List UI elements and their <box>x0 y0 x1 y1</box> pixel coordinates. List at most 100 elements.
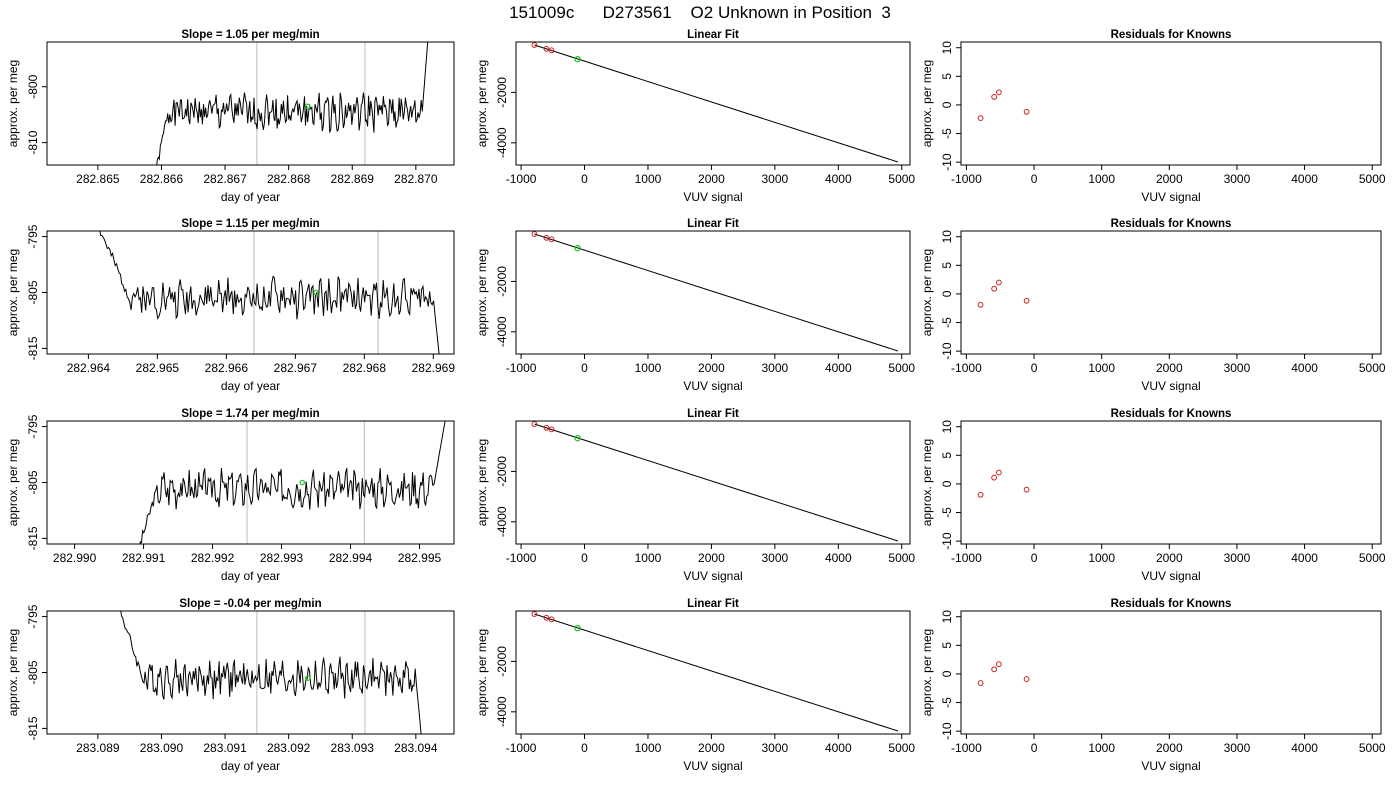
plot-frame <box>46 41 455 166</box>
x-axis-label: VUV signal <box>1141 379 1200 393</box>
plot-frame <box>46 610 455 735</box>
known-point <box>995 661 1002 668</box>
x-tick-label: 4000 <box>825 551 852 565</box>
plot-area <box>977 469 1030 498</box>
x-tick-label: 5000 <box>888 741 915 755</box>
known-point <box>531 231 538 237</box>
x-axis-label: VUV signal <box>1141 569 1200 583</box>
known-point <box>531 42 538 48</box>
x-tick-label: 2000 <box>698 172 725 186</box>
chart-title: Slope = 1.15 per meg/min <box>181 218 319 230</box>
x-tick-label: -1000 <box>506 741 537 755</box>
y-tick-label: -5 <box>940 507 954 518</box>
x-tick-label: 283.093 <box>331 741 375 755</box>
chart-title: Residuals for Knowns <box>1111 598 1232 610</box>
x-tick-label: 2000 <box>1156 172 1183 186</box>
y-tick-label: -815 <box>26 336 40 360</box>
known-point <box>977 680 984 686</box>
chart-panel-5: Linear Fit -1000 0 1000 2000 3000 4000 5000 -400… <box>475 218 915 393</box>
x-tick-label: 1000 <box>1088 741 1115 755</box>
x-tick-label: 282.865 <box>76 172 120 186</box>
x-tick-label: 282.968 <box>343 361 387 375</box>
y-tick-label: -4000 <box>495 316 509 347</box>
x-tick-label: 282.868 <box>267 172 311 186</box>
x-tick-label: 5000 <box>888 172 915 186</box>
y-axis-label: approx. per meg <box>6 629 20 716</box>
x-tick-label: 2000 <box>1156 361 1183 375</box>
chart-title: Linear Fit <box>687 218 739 230</box>
x-tick-label: 283.094 <box>394 741 438 755</box>
chart-title: Linear Fit <box>687 598 739 610</box>
plot-area <box>120 611 422 734</box>
x-tick-label: -1000 <box>506 172 537 186</box>
data-trace <box>139 421 446 544</box>
known-point <box>977 115 984 121</box>
y-axis-label: approx. per meg <box>475 249 489 336</box>
chart-panel-7: Slope = 1.74 per meg/min 282.990 282.991 28… <box>6 408 455 583</box>
x-tick-label: 0 <box>1031 741 1038 755</box>
y-axis-label: approx. per meg <box>6 60 20 147</box>
y-tick-label: -2000 <box>495 456 509 487</box>
y-tick-label: 0 <box>940 670 954 677</box>
x-tick-label: 1000 <box>635 361 662 375</box>
x-tick-label: 283.091 <box>203 741 247 755</box>
y-axis-label: approx. per meg <box>6 439 20 526</box>
x-tick-label: 1000 <box>635 172 662 186</box>
x-axis-label: VUV signal <box>683 759 742 773</box>
x-tick-label: 2000 <box>698 551 725 565</box>
y-axis-label: approx. per meg <box>475 629 489 716</box>
data-trace <box>156 42 429 165</box>
y-tick-label: -10 <box>940 532 954 550</box>
known-point <box>991 285 998 292</box>
chart-panel-11: Linear Fit -1000 0 1000 2000 3000 4000 5000 -400… <box>475 598 915 773</box>
x-tick-label: 282.965 <box>136 361 180 375</box>
x-tick-label: 282.993 <box>260 551 304 565</box>
known-point <box>543 614 550 621</box>
x-tick-label: 282.991 <box>122 551 166 565</box>
chart-title: Residuals for Knowns <box>1111 408 1232 420</box>
known-point <box>991 94 998 100</box>
chart-panel-6: Residuals for Knowns -1000 0 1000 2000 3000 40… <box>920 218 1386 393</box>
chart-panel-1: Slope = 1.05 per meg/min 282.865 282.866 28… <box>6 29 455 204</box>
y-tick-label: -795 <box>26 224 40 248</box>
x-tick-label: 0 <box>581 172 588 186</box>
chart-panel-4: Slope = 1.15 per meg/min 282.964 282.965 28… <box>6 218 455 393</box>
known-point <box>531 611 538 617</box>
y-tick-label: -10 <box>940 722 954 740</box>
known-point <box>977 491 984 498</box>
x-axis-label: day of year <box>221 190 280 204</box>
unknown-point <box>574 244 581 252</box>
y-tick-label: -805 <box>26 470 40 494</box>
x-tick-label: -1000 <box>506 551 537 565</box>
x-tick-label: 282.966 <box>205 361 249 375</box>
y-tick-label: -10 <box>940 153 954 171</box>
y-tick-label: 0 <box>940 480 954 487</box>
plot-area <box>99 231 440 354</box>
chart-panel-10: Slope = -0.04 per meg/min 283.089 283.090 2… <box>6 598 455 773</box>
x-tick-label: 3000 <box>762 172 789 186</box>
x-tick-label: 1000 <box>635 741 662 755</box>
plot-area <box>977 279 1030 308</box>
x-axis-label: VUV signal <box>1141 190 1200 204</box>
y-tick-label: -4000 <box>495 127 509 158</box>
y-tick-label: -2000 <box>495 646 509 677</box>
x-tick-label: 282.870 <box>394 172 438 186</box>
x-tick-label: 5000 <box>1359 172 1386 186</box>
known-point <box>991 666 998 673</box>
fit-line <box>534 613 899 732</box>
y-tick-label: 5 <box>940 262 954 269</box>
plot-area <box>977 661 1030 686</box>
chart-title: Slope = 1.74 per meg/min <box>181 408 319 420</box>
x-tick-label: 2000 <box>698 361 725 375</box>
marker-point <box>304 103 311 110</box>
x-tick-label: -1000 <box>951 172 982 186</box>
y-tick-label: -5 <box>940 128 954 139</box>
y-tick-label: -810 <box>26 130 40 154</box>
x-tick-label: 2000 <box>1156 551 1183 565</box>
marker-point <box>304 675 311 681</box>
known-point <box>1023 486 1030 493</box>
x-tick-label: 3000 <box>762 361 789 375</box>
y-tick-label: 5 <box>940 642 954 649</box>
figure-title: 151009c D273561 O2 Unknown in Position 3 <box>509 3 891 22</box>
x-tick-label: 282.992 <box>191 551 235 565</box>
